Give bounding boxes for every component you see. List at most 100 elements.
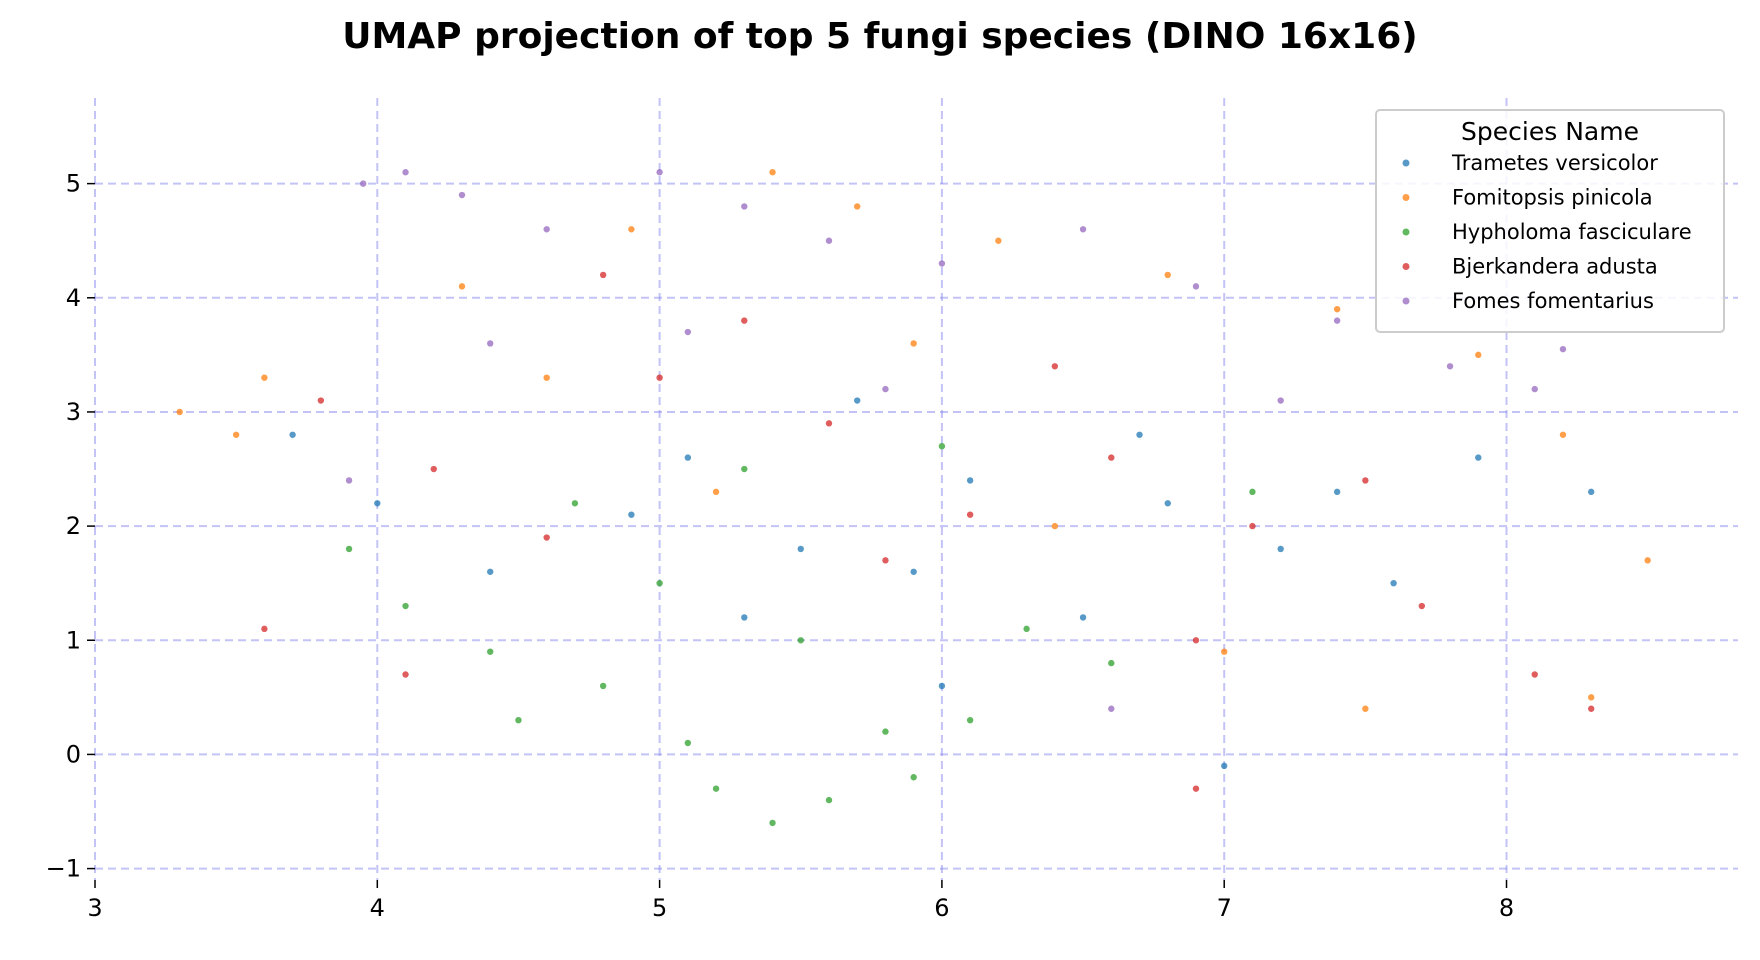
data-point [910, 774, 917, 781]
x-tick-label: 4 [370, 894, 385, 922]
data-point [1531, 671, 1538, 678]
data-point [1051, 522, 1059, 530]
data-point [1079, 226, 1087, 233]
data-point [656, 374, 663, 381]
data-point [599, 271, 607, 279]
data-point [825, 420, 833, 427]
data-point [1559, 345, 1567, 353]
axes: 3 4 5 6 7 8 −1 0 1 2 3 4 5 [46, 170, 1515, 922]
plot-points [176, 169, 1651, 827]
x-tick-label: 5 [652, 894, 667, 922]
legend-label: Trametes versicolor [1451, 151, 1658, 175]
data-point [741, 614, 748, 621]
data-point [487, 568, 494, 575]
data-point [938, 682, 946, 690]
series-2 [345, 442, 1256, 827]
y-tick-label: 3 [66, 398, 81, 426]
data-point [1249, 488, 1256, 496]
data-point [797, 545, 804, 553]
data-point [1390, 579, 1397, 587]
x-tick-label: 8 [1499, 894, 1514, 922]
data-point [599, 682, 607, 690]
data-point [995, 237, 1002, 244]
x-tick-label: 7 [1217, 894, 1232, 922]
data-point [854, 203, 861, 210]
legend-title: Species Name [1461, 117, 1639, 146]
data-point [769, 819, 776, 827]
data-point [882, 385, 889, 393]
data-point [1277, 545, 1284, 553]
data-point [1108, 454, 1115, 461]
data-point [938, 260, 946, 267]
y-tick-label: 4 [66, 284, 81, 312]
data-point [1531, 385, 1538, 393]
data-point [402, 671, 409, 678]
data-point [1588, 488, 1595, 496]
grid [94, 98, 1738, 880]
y-tick-label: 0 [66, 740, 81, 768]
data-point [1108, 659, 1115, 667]
data-point [797, 637, 804, 644]
data-point [1164, 271, 1171, 279]
legend-box [1375, 109, 1725, 333]
data-point [1249, 522, 1256, 530]
legend: Species Name Trametes versicolor Fomitops… [1375, 109, 1725, 333]
legend-marker [1402, 263, 1410, 270]
data-point [543, 226, 550, 233]
data-point [741, 203, 748, 210]
data-point [345, 477, 353, 484]
legend-label: Hypholoma fasciculare [1452, 220, 1692, 244]
data-point [938, 442, 946, 450]
data-point [1333, 488, 1341, 496]
data-point [966, 511, 974, 518]
data-point [741, 465, 748, 473]
y-tick-label: 5 [66, 170, 81, 198]
data-point [1192, 283, 1200, 290]
data-point [1333, 305, 1341, 313]
data-point [712, 785, 720, 792]
data-point [628, 511, 635, 518]
data-point [487, 340, 494, 347]
data-point [1644, 557, 1651, 564]
chart-title: UMAP projection of top 5 fungi species (… [342, 16, 1417, 57]
data-point [684, 454, 692, 461]
data-point [825, 796, 833, 804]
data-point [656, 579, 663, 587]
data-point [515, 716, 522, 724]
data-point [966, 477, 974, 484]
data-point [882, 728, 889, 735]
data-point [966, 716, 974, 724]
data-point [854, 397, 861, 404]
data-point [1333, 317, 1341, 324]
data-point [571, 500, 579, 507]
data-point [1475, 454, 1482, 461]
data-point [684, 739, 692, 747]
data-point [1418, 602, 1426, 610]
legend-label: Bjerkandera adusta [1452, 255, 1658, 279]
data-point [1475, 351, 1482, 359]
data-point [1192, 637, 1200, 644]
data-point [1164, 500, 1171, 507]
legend-label: Fomitopsis pinicola [1452, 186, 1653, 210]
data-point [1559, 431, 1567, 438]
data-point [317, 397, 325, 404]
y-tick-label: −1 [46, 855, 81, 883]
data-point [543, 374, 550, 381]
data-point [487, 648, 494, 655]
data-point [1588, 705, 1595, 712]
series-4 [345, 169, 1567, 712]
y-tick-label: 2 [66, 512, 81, 540]
data-point [882, 557, 889, 564]
legend-marker [1402, 228, 1410, 236]
data-point [1192, 785, 1200, 792]
data-point [289, 431, 296, 438]
data-point [1221, 762, 1228, 770]
series-0 [289, 397, 1595, 770]
data-point [261, 625, 268, 633]
series-1 [176, 169, 1651, 712]
series-3 [261, 271, 1595, 792]
x-tick-label: 3 [87, 894, 102, 922]
data-point [458, 191, 466, 199]
legend-label: Fomes fomentarius [1452, 289, 1654, 313]
